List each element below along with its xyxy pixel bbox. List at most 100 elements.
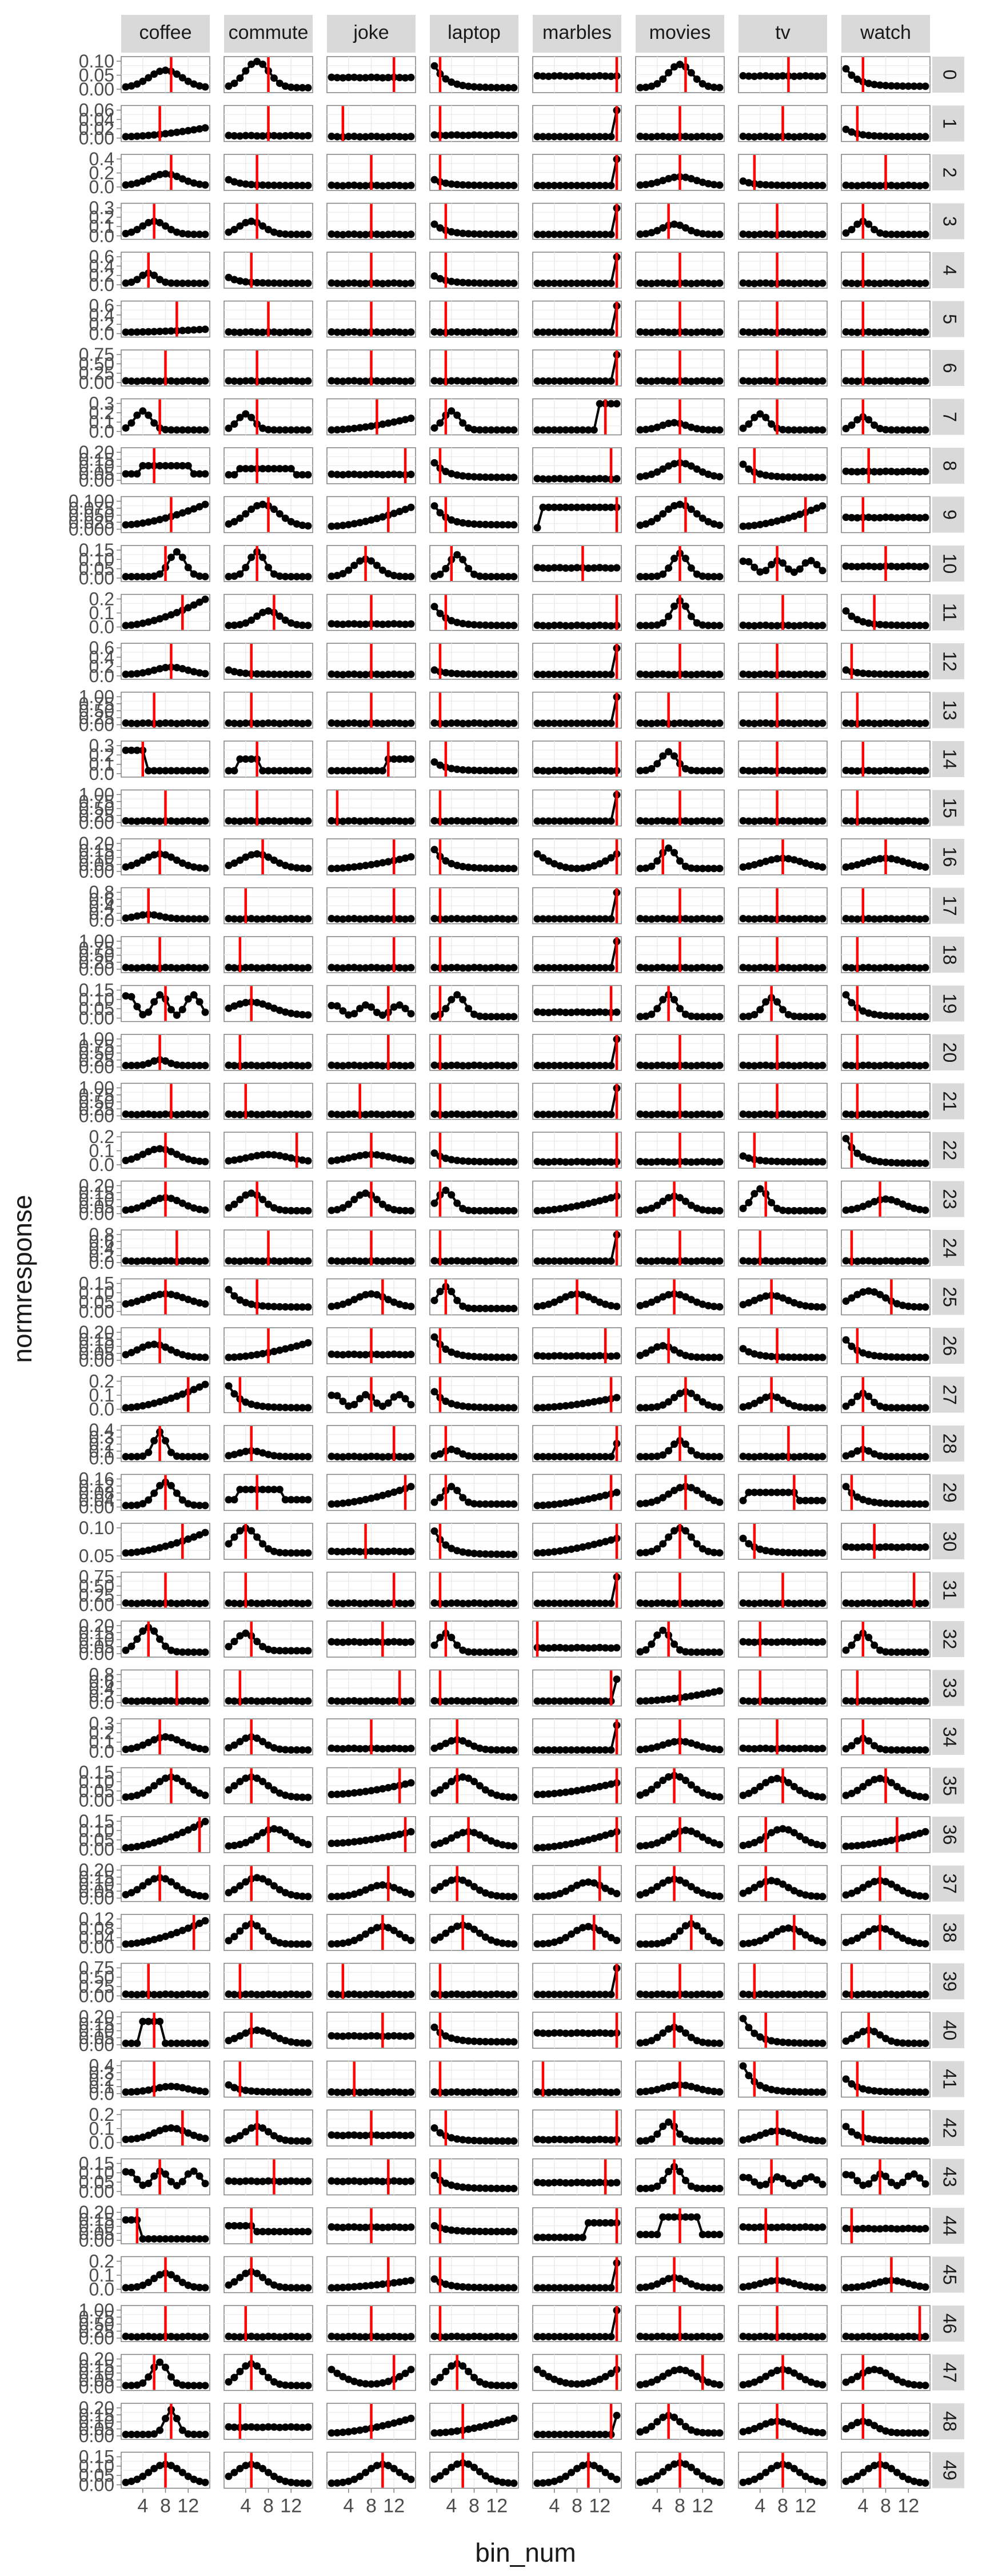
row-strip-label: 18: [940, 945, 960, 965]
y-tick-label: 0.0: [89, 421, 114, 442]
data-point: [510, 865, 518, 872]
row-strip-label: 21: [940, 1091, 960, 1112]
data-point: [510, 1158, 518, 1165]
data-point: [716, 817, 724, 825]
panel: [327, 790, 416, 826]
y-tick-label: 0.0: [89, 910, 114, 931]
panel: [121, 546, 210, 582]
data-point: [510, 964, 518, 972]
data-point: [819, 377, 827, 385]
panel: [224, 595, 313, 631]
row-strip-label: 13: [940, 700, 960, 720]
data-point: [368, 1004, 375, 1011]
data-point: [608, 671, 615, 678]
data-point: [510, 182, 518, 189]
data-point: [751, 1011, 758, 1018]
data-point: [716, 521, 724, 529]
data-point: [922, 671, 929, 678]
data-point: [819, 817, 827, 825]
data-point: [670, 753, 678, 760]
panel: [636, 204, 724, 240]
data-point: [716, 964, 724, 972]
panel: [738, 937, 827, 973]
data-point: [167, 554, 175, 561]
data-point: [510, 521, 518, 528]
data-point: [305, 471, 312, 479]
data-point: [236, 570, 243, 578]
col-strip-label: watch: [860, 22, 911, 43]
panel: [121, 448, 210, 484]
data-point: [305, 622, 312, 629]
data-point: [248, 554, 255, 561]
data-point: [408, 620, 415, 628]
data-point: [796, 566, 804, 573]
panel: [533, 692, 621, 728]
y-tick-label: 0.0: [89, 274, 114, 295]
y-tick-label: 0.00: [79, 715, 114, 735]
col-strip-label: marbles: [542, 22, 612, 43]
panel: [533, 595, 621, 631]
data-point: [762, 567, 769, 574]
data-point: [202, 719, 209, 727]
data-point: [305, 426, 312, 433]
data-point: [305, 328, 312, 336]
col-strip-label: tv: [775, 22, 790, 43]
data-point: [653, 1005, 661, 1012]
row-strip-label: 0: [940, 70, 960, 80]
panel: [636, 350, 724, 386]
panel: [738, 546, 827, 582]
panel: [224, 741, 313, 777]
data-point: [648, 765, 655, 773]
data-point: [202, 501, 209, 508]
data-point: [408, 1010, 415, 1017]
data-point: [408, 230, 415, 238]
data-point: [305, 767, 312, 774]
data-point: [305, 1062, 312, 1069]
data-point: [510, 473, 518, 481]
panel: [533, 57, 621, 93]
data-point: [613, 1009, 621, 1016]
panel: [636, 57, 724, 93]
panel: [636, 546, 724, 582]
data-point: [688, 69, 695, 77]
row-strip-label: 22: [940, 1140, 960, 1161]
panel: [430, 986, 518, 1022]
data-point: [848, 226, 855, 233]
data-point: [665, 69, 672, 77]
panel: [636, 986, 724, 1022]
panel: [636, 252, 724, 288]
data-point: [465, 565, 472, 572]
row-strip-label: 9: [940, 509, 960, 520]
data-point: [436, 419, 444, 427]
y-tick-label: 0.00: [79, 1008, 114, 1029]
data-point: [259, 1196, 266, 1203]
data-point: [608, 377, 615, 385]
data-point: [922, 328, 929, 336]
data-point: [922, 563, 929, 570]
data-point: [716, 230, 724, 238]
data-point: [453, 412, 461, 419]
panel: [636, 1084, 724, 1120]
data-point: [202, 325, 209, 333]
data-point: [202, 767, 209, 774]
data-point: [716, 573, 724, 580]
data-point: [922, 1110, 929, 1118]
row-strip-label: 19: [940, 993, 960, 1014]
data-point: [167, 1006, 175, 1013]
data-point: [408, 280, 415, 287]
data-point: [408, 915, 415, 922]
data-point: [665, 613, 672, 620]
data-point: [510, 915, 518, 922]
data-point: [236, 74, 243, 82]
data-point: [305, 865, 312, 872]
data-point: [819, 1062, 827, 1069]
panel: [533, 839, 621, 875]
data-point: [431, 459, 438, 467]
data-point: [259, 554, 266, 561]
col-strip: commute: [224, 15, 313, 53]
data-point: [716, 1158, 724, 1165]
data-point: [819, 1013, 827, 1020]
panel: [430, 1181, 518, 1217]
row-strip-label: 20: [940, 1042, 960, 1063]
